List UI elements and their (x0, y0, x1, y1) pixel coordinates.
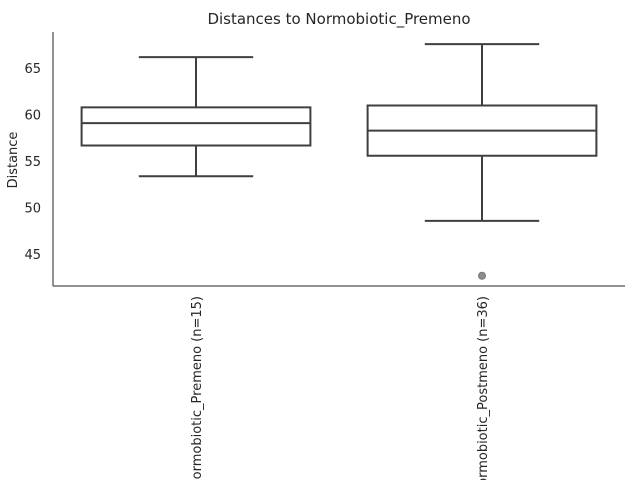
outlier-point (478, 271, 486, 280)
y-tick-label: 65 (24, 62, 41, 77)
boxes (80, 43, 598, 280)
y-axis-label: Distance (6, 132, 21, 189)
x-tick-label: Normobiotic_Postmeno (n=36) (476, 296, 491, 480)
y-ticks: 45 50 55 60 65 (24, 62, 41, 263)
y-tick-label: 45 (24, 248, 41, 263)
iqr-box (80, 106, 312, 147)
box-2 (366, 43, 598, 280)
axes (52, 32, 625, 287)
y-tick-label: 60 (24, 108, 41, 123)
x-tick-label: Normobiotic_Premeno (n=15) (190, 296, 205, 480)
x-ticks: Normobiotic_Premeno (n=15) Normobiotic_Po… (190, 296, 491, 480)
y-tick-label: 55 (24, 155, 41, 170)
box-1 (80, 56, 312, 178)
chart-title: Distances to Normobiotic_Premeno (207, 10, 470, 29)
y-tick-label: 50 (24, 201, 41, 216)
